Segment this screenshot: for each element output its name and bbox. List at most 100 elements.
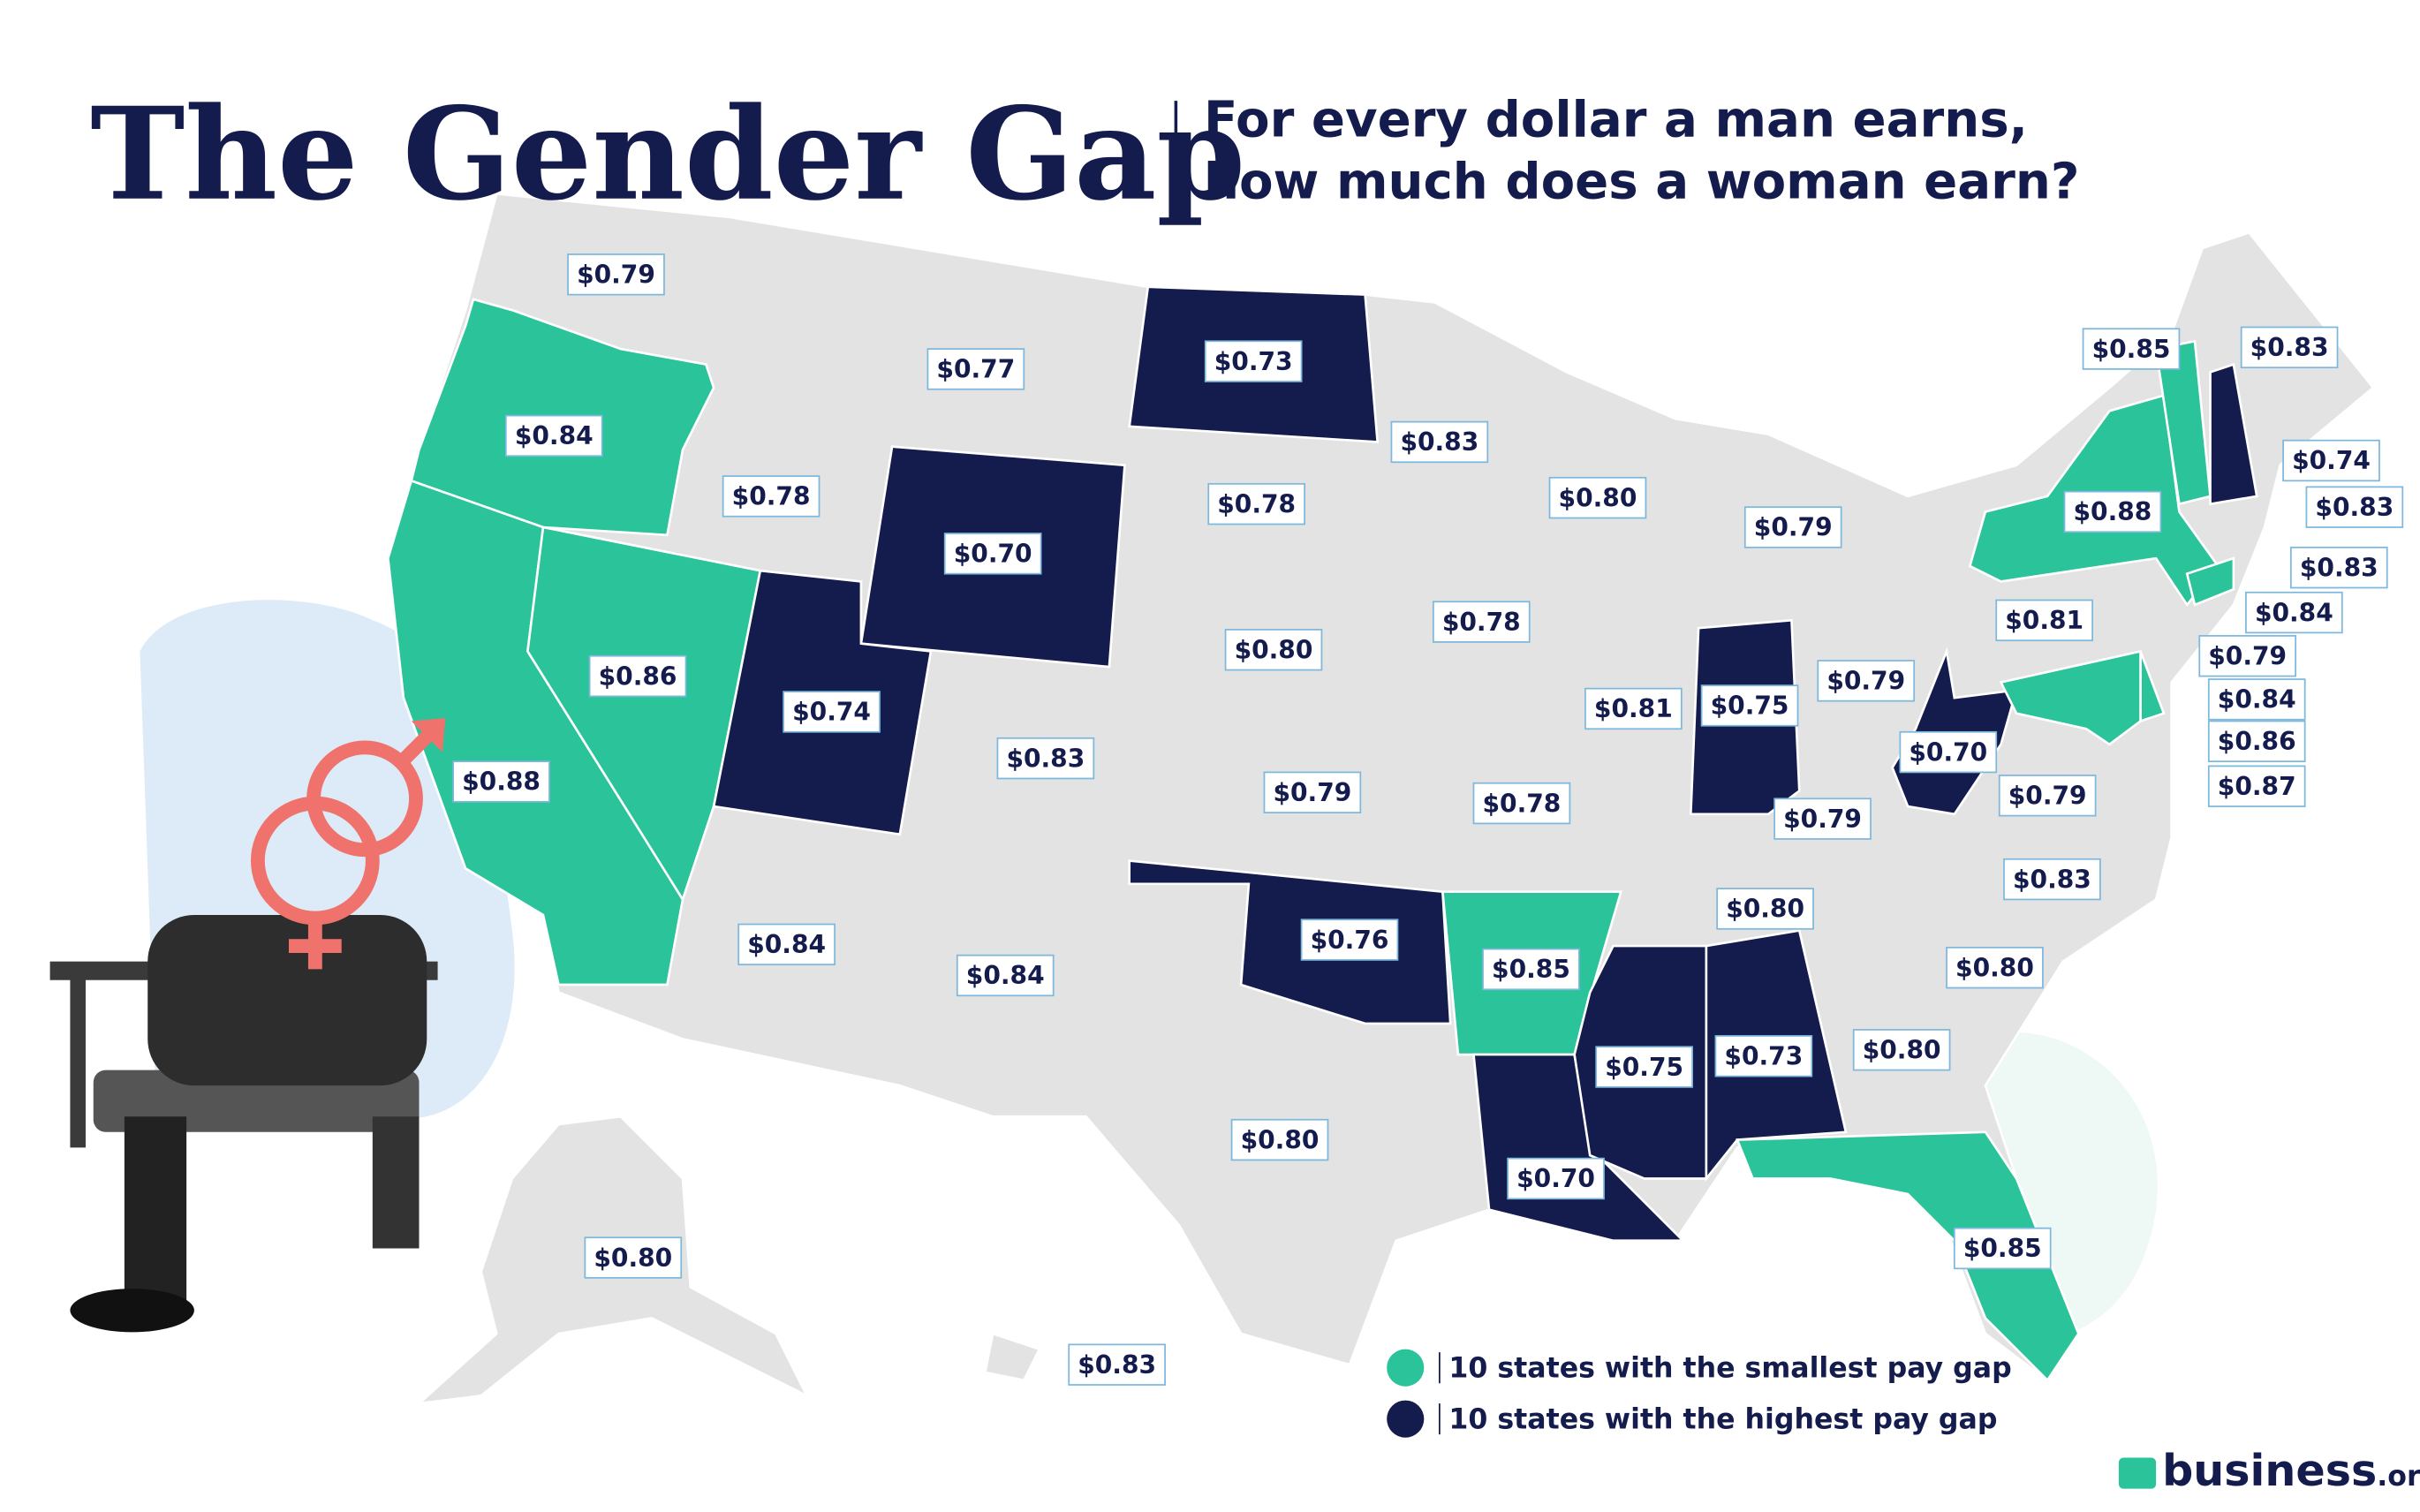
- state-shape: [1999, 649, 2142, 746]
- value-label: $0.88: [462, 767, 541, 797]
- label-box: [2207, 765, 2306, 807]
- label-box: [1263, 771, 1362, 813]
- value-label: $0.78: [732, 482, 811, 511]
- state-shape: [1736, 1130, 2080, 1382]
- state-shape: [2185, 556, 2235, 607]
- value-label: $0.78: [1442, 608, 1521, 637]
- value-label: $0.88: [2074, 497, 2152, 526]
- label-box: [1773, 798, 1872, 840]
- label-box: [584, 1236, 683, 1279]
- label-box: [1482, 948, 1580, 991]
- label-box: [1998, 775, 2097, 817]
- person-illustration: [49, 717, 446, 1333]
- label-box: [996, 737, 1095, 780]
- value-label: $0.78: [1217, 489, 1296, 518]
- label-box: [737, 923, 836, 966]
- label-box: [1584, 687, 1683, 730]
- person-leg: [124, 1116, 187, 1319]
- value-label: $0.70: [954, 540, 1032, 569]
- subtitle-line: how much does a woman earn?: [1204, 154, 2079, 211]
- label-box: [1716, 888, 1814, 930]
- value-label: $0.84: [2255, 598, 2333, 627]
- label-box: [1204, 340, 1303, 382]
- shoe: [70, 1289, 194, 1333]
- brand-name: business: [2162, 1445, 2377, 1496]
- brand-suffix: .org: [2377, 1461, 2420, 1493]
- brand-text: business.org: [2162, 1445, 2420, 1496]
- label-box: [1995, 599, 2093, 642]
- value-label: $0.83: [1078, 1350, 1156, 1380]
- value-label: $0.83: [2300, 553, 2378, 582]
- subtitle-line: For every dollar a man earns,: [1204, 92, 2028, 149]
- label-box: [452, 760, 550, 803]
- value-label: $0.86: [599, 662, 677, 691]
- value-label: $0.79: [1783, 805, 1862, 834]
- legend-label: 10 states with the smallest pay gap: [1448, 1352, 2011, 1384]
- label-box: [1230, 1118, 1329, 1161]
- label-box: [2207, 678, 2306, 721]
- value-label: $0.74: [792, 698, 871, 727]
- label-box: [722, 475, 821, 518]
- label-box: [1300, 919, 1399, 961]
- value-label: $0.79: [1273, 778, 1351, 807]
- value-label: $0.85: [1963, 1234, 2042, 1263]
- value-label: $0.78: [1483, 789, 1562, 818]
- value-label: $0.79: [2208, 642, 2287, 671]
- value-label: $0.81: [2005, 606, 2083, 635]
- value-label: $0.83: [1006, 744, 1085, 773]
- person-body: [147, 914, 427, 1086]
- value-label: $0.86: [2218, 727, 2296, 756]
- value-label: $0.84: [747, 930, 826, 959]
- value-label: $0.74: [2292, 446, 2371, 475]
- value-label: $0.85: [2092, 335, 2171, 364]
- value-label: $0.70: [1909, 737, 1987, 767]
- value-label: $0.83: [2315, 493, 2394, 522]
- value-label: $0.87: [2218, 772, 2296, 801]
- label-box: [2003, 858, 2101, 901]
- mars-symbol: [306, 740, 423, 858]
- label-box: [504, 414, 603, 457]
- label-box: [588, 654, 687, 698]
- label-box: [1390, 420, 1489, 464]
- value-label: $0.73: [1724, 1042, 1803, 1071]
- label-box: [2198, 635, 2297, 677]
- value-label: $0.73: [1214, 347, 1293, 376]
- chair-leg: [372, 1116, 420, 1249]
- label-box: [1432, 601, 1531, 643]
- label-box: [1817, 660, 1916, 702]
- label-box: [2245, 591, 2343, 634]
- label-box: [1472, 782, 1571, 825]
- label-box: [2207, 720, 2306, 763]
- label-box: [1068, 1343, 1166, 1386]
- value-label: $0.70: [1516, 1164, 1595, 1193]
- value-label: $0.80: [594, 1244, 672, 1273]
- label-box: [943, 533, 1042, 575]
- label-box: [1700, 684, 1799, 727]
- label-box: [956, 954, 1055, 997]
- value-label: $0.79: [577, 261, 655, 290]
- title: The Gender Gap: [90, 79, 1245, 229]
- mars-arrowhead: [411, 717, 446, 752]
- label-box: [2305, 486, 2404, 528]
- value-label: $0.80: [1955, 953, 2034, 982]
- value-label: $0.84: [966, 961, 1045, 990]
- label-box: [2240, 326, 2339, 369]
- label-box: [1207, 482, 1305, 525]
- label-box: [567, 253, 665, 296]
- brand-icon: [2118, 1457, 2157, 1489]
- label-box: [1224, 629, 1323, 671]
- value-label: $0.81: [1594, 694, 1673, 723]
- value-label: $0.76: [1311, 926, 1389, 955]
- label-box: [1507, 1157, 1605, 1200]
- value-labels: $0.79 $0.84 $0.88 $0.86 $0.78 $0.77 $0.70 $0.74…: [452, 253, 2404, 1386]
- value-label: $0.80: [1726, 895, 1804, 924]
- value-label: $0.75: [1711, 692, 1789, 721]
- value-label: $0.79: [2008, 782, 2087, 811]
- label-box: [2063, 490, 2162, 533]
- label-box: [783, 691, 881, 733]
- value-label: $0.85: [1492, 955, 1570, 984]
- value-label: $0.84: [515, 421, 594, 450]
- value-label: $0.80: [1559, 483, 1637, 512]
